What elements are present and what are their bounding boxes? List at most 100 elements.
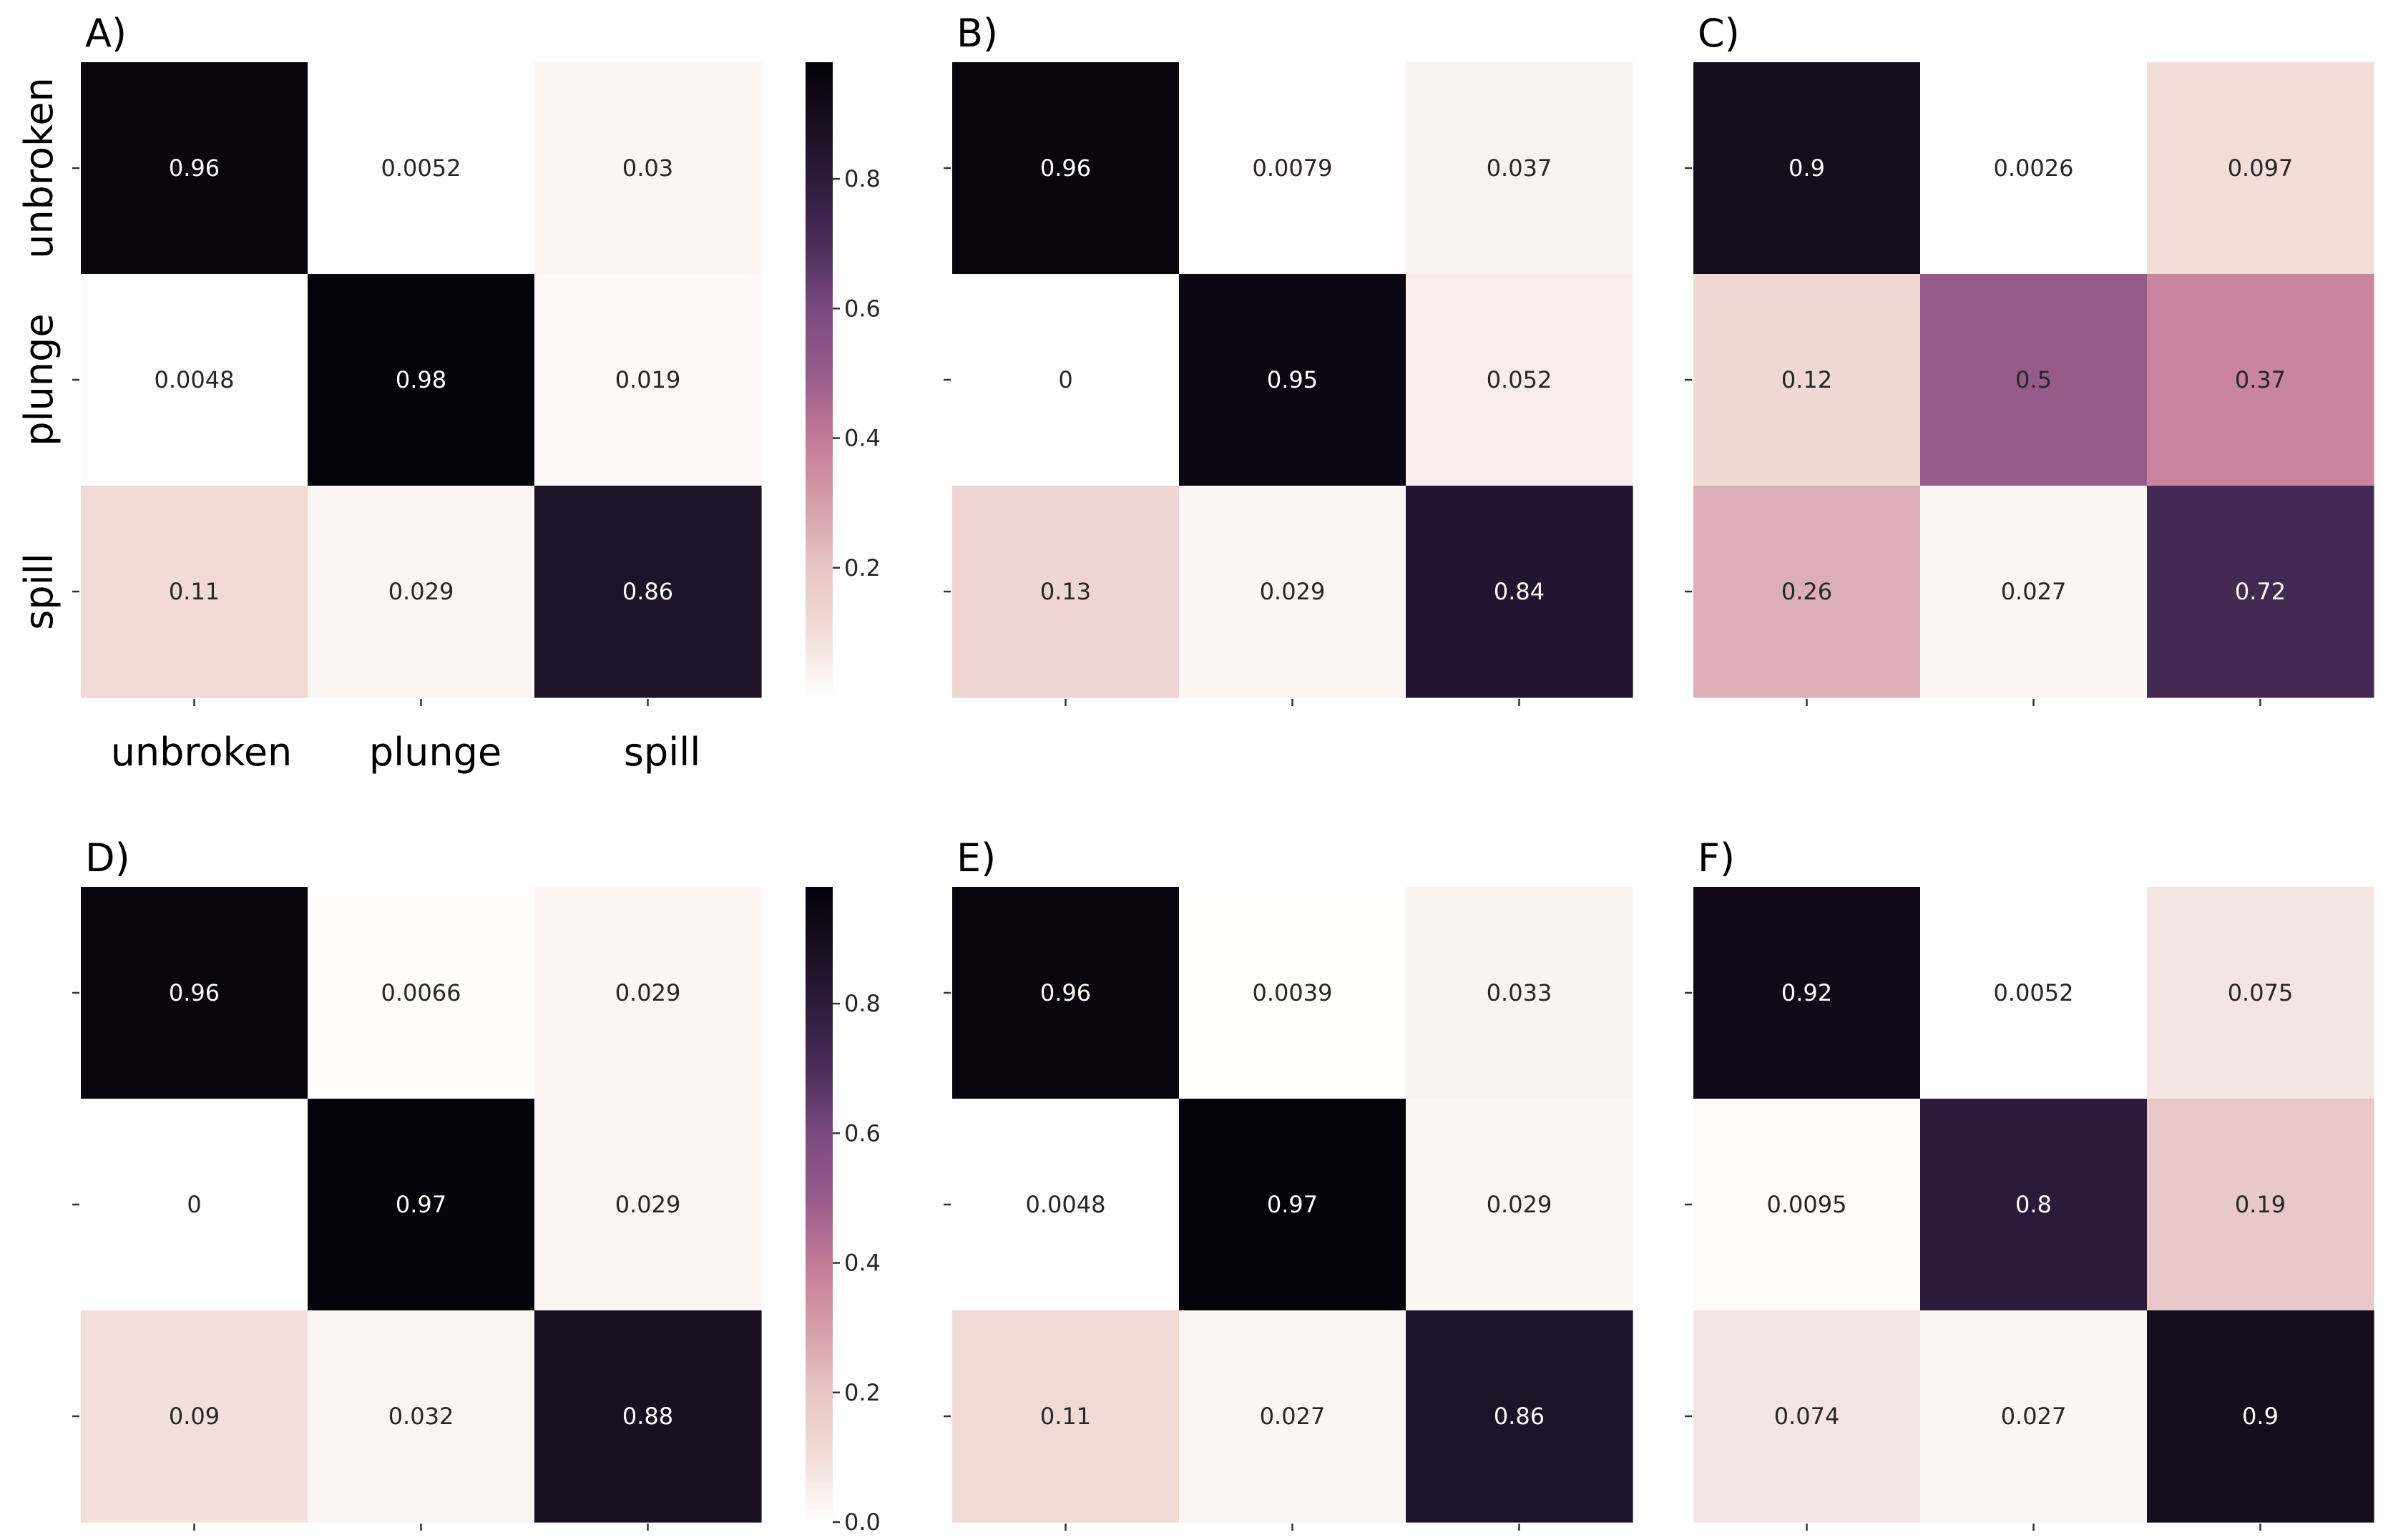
- cell-value-label: 0.26: [1781, 578, 1832, 605]
- cell-value-label: 0.097: [2228, 155, 2294, 182]
- heatmap-cell: [952, 1310, 1180, 1523]
- heatmap-cell: [81, 1310, 308, 1523]
- heatmap-cell: [534, 62, 762, 275]
- cell-value-label: 0.0066: [381, 979, 461, 1006]
- cell-value-label: 0.11: [1040, 1403, 1091, 1430]
- cell-value-label: 0.027: [2001, 578, 2067, 605]
- colorbar-gradient: [806, 62, 833, 697]
- heatmap-panel-c: C) 0.9 0.0026 0.097 0.12 0.5 0.37 0.26 0.027 0.72: [1685, 11, 2374, 706]
- heatmap-cell: [952, 1099, 1180, 1311]
- heatmap-cell: [534, 1099, 762, 1311]
- panel-label: F): [1698, 835, 1735, 881]
- heatmap-cell: [1693, 62, 1921, 275]
- colorbar-tick-label: 0.8: [844, 165, 881, 192]
- cell-value-label: 0.029: [1260, 578, 1326, 605]
- heatmap-cell: [2147, 1099, 2374, 1311]
- panel-label: B): [956, 11, 998, 56]
- colorbar-tick-label: 0.6: [844, 1119, 881, 1147]
- cell-value-label: 0.074: [1774, 1403, 1840, 1430]
- heatmap-cell: [81, 887, 308, 1099]
- cell-value-label: 0.037: [1487, 155, 1552, 182]
- heatmap-cell: [952, 274, 1180, 486]
- colorbar-tick-label: 0.6: [844, 295, 881, 322]
- cell-value-label: 0.11: [169, 578, 220, 605]
- colorbar-tick-label: 0.4: [844, 425, 881, 452]
- heatmap-panel-e: E) 0.96 0.0039 0.033 0.0048 0.97 0.029 0.11 0.02…: [944, 835, 1633, 1531]
- cell-value-label: 0.97: [396, 1191, 446, 1218]
- heatmap-cell: [1406, 887, 1633, 1099]
- heatmap-panel-a: A) 0.96 0.0052 0.03 0.0048 0.98 0.019 0.11 0.029…: [16, 11, 762, 775]
- cell-value-label: 0.84: [1494, 578, 1545, 605]
- heatmap-cell: [1406, 1099, 1633, 1311]
- heatmap-cell: [308, 62, 535, 275]
- heatmap-cell: [1693, 274, 1921, 486]
- heatmap-cell: [308, 887, 535, 1099]
- cell-value-label: 0.8: [2015, 1191, 2052, 1218]
- panel-label: D): [85, 835, 130, 881]
- cell-value-label: 0.019: [615, 366, 681, 393]
- col-label-plunge: plunge: [369, 730, 501, 775]
- panel-label: A): [85, 11, 127, 56]
- heatmap-panel-f: F) 0.92 0.0052 0.075 0.0095 0.8 0.19 0.074 0.027…: [1685, 835, 2374, 1531]
- cell-value-label: 0.19: [2235, 1191, 2286, 1218]
- cell-value-label: 0: [187, 1191, 201, 1218]
- heatmap-cell: [308, 1099, 535, 1311]
- cell-value-label: 0.98: [396, 366, 446, 393]
- cell-value-label: 0.97: [1267, 1191, 1318, 1218]
- heatmap-cell: [308, 486, 535, 698]
- cell-value-label: 0.13: [1040, 578, 1091, 605]
- col-label-spill: spill: [624, 730, 700, 775]
- cell-value-label: 0.027: [1260, 1403, 1326, 1430]
- col-label-unbroken: unbroken: [111, 730, 293, 775]
- cell-value-label: 0.029: [1487, 1191, 1552, 1218]
- colorbar-tick-label: 0.0: [844, 1509, 881, 1536]
- cell-value-label: 0.029: [615, 979, 681, 1006]
- colorbar-1: 0.2 0.4 0.6 0.8: [806, 62, 881, 697]
- heatmap-cell: [81, 62, 308, 275]
- panel-label: E): [956, 835, 996, 881]
- colorbar-tick-label: 0.8: [844, 990, 881, 1017]
- heatmap-cell: [2147, 1310, 2374, 1523]
- heatmap-cell: [534, 887, 762, 1099]
- heatmap-cell: [1693, 1310, 1921, 1523]
- heatmap-cell: [1406, 62, 1633, 275]
- heatmap-cell: [1179, 62, 1406, 275]
- heatmap-cell: [2147, 887, 2374, 1099]
- heatmap-cell: [81, 486, 308, 698]
- cell-value-label: 0.9: [2242, 1403, 2279, 1430]
- heatmap-cell: [952, 486, 1180, 698]
- cell-value-label: 0.96: [1040, 155, 1091, 182]
- heatmap-cell: [1179, 486, 1406, 698]
- cell-value-label: 0.92: [1781, 979, 1832, 1006]
- cell-value-label: 0.033: [1487, 979, 1552, 1006]
- heatmap-cell: [2147, 274, 2374, 486]
- heatmap-cell: [81, 1099, 308, 1311]
- heatmap-panel-b: B) 0.96 0.0079 0.037 0 0.95 0.052 0.13 0.029 0.84: [944, 11, 1633, 706]
- heatmap-cell: [534, 486, 762, 698]
- heatmap-cell: [1920, 274, 2148, 486]
- cell-value-label: 0.075: [2228, 979, 2294, 1006]
- cell-value-label: 0.86: [1494, 1403, 1545, 1430]
- heatmap-cell: [1179, 887, 1406, 1099]
- cell-value-label: 0.37: [2235, 366, 2286, 393]
- heatmap-cell: [1406, 1310, 1633, 1523]
- cell-value-label: 0.09: [169, 1403, 220, 1430]
- row-label-unbroken: unbroken: [16, 77, 62, 259]
- cell-value-label: 0.95: [1267, 366, 1318, 393]
- cell-value-label: 0.72: [2235, 578, 2286, 605]
- heatmap-cell: [1693, 887, 1921, 1099]
- colorbar-tick-label: 0.4: [844, 1250, 881, 1277]
- heatmap-cell: [81, 274, 308, 486]
- heatmap-cell: [1406, 274, 1633, 486]
- heatmap-cell: [1179, 1310, 1406, 1523]
- cell-value-label: 0.9: [1789, 155, 1825, 182]
- cell-value-label: 0.12: [1781, 366, 1832, 393]
- row-label-plunge: plunge: [16, 313, 62, 446]
- colorbar-gradient: [806, 887, 833, 1522]
- cell-value-label: 0.5: [2015, 366, 2052, 393]
- heatmap-cell: [1179, 274, 1406, 486]
- heatmap-cell: [1693, 486, 1921, 698]
- heatmap-cell: [1920, 62, 2148, 275]
- heatmap-cell: [308, 274, 535, 486]
- cell-value-label: 0.027: [2001, 1403, 2067, 1430]
